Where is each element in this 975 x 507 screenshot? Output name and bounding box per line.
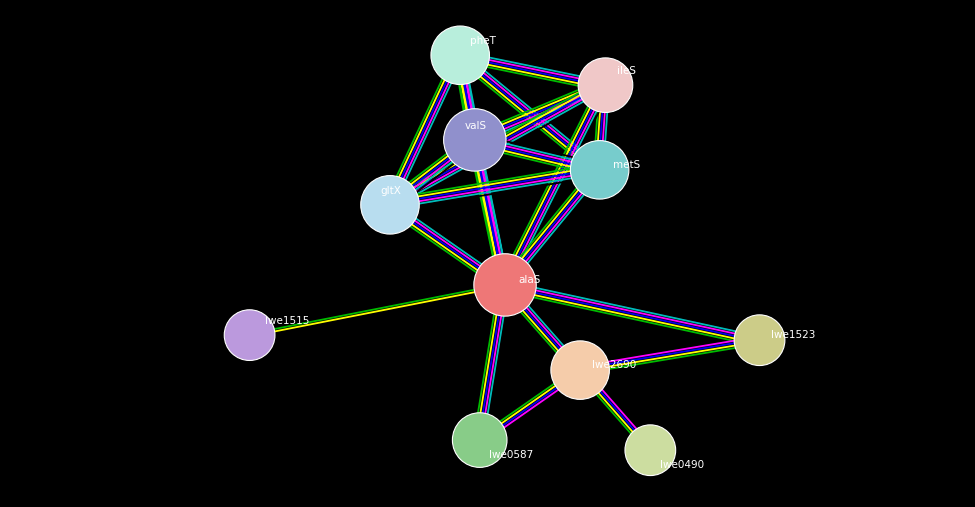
Circle shape — [734, 315, 785, 366]
Circle shape — [551, 341, 609, 400]
Circle shape — [361, 175, 419, 234]
Circle shape — [625, 425, 676, 476]
Text: valS: valS — [465, 121, 488, 131]
Circle shape — [224, 310, 275, 360]
Text: lwe1523: lwe1523 — [771, 330, 816, 340]
Circle shape — [570, 140, 629, 199]
Text: lwe1515: lwe1515 — [265, 316, 310, 326]
Text: lwe0587: lwe0587 — [489, 450, 533, 460]
Circle shape — [444, 108, 506, 171]
Text: metS: metS — [613, 160, 641, 170]
Text: pheT: pheT — [470, 36, 496, 46]
Circle shape — [474, 254, 536, 316]
Circle shape — [578, 58, 633, 113]
Circle shape — [431, 26, 489, 85]
Text: lwe0490: lwe0490 — [660, 460, 704, 470]
Text: alaS: alaS — [519, 275, 541, 285]
Text: ileS: ileS — [617, 66, 636, 76]
Circle shape — [452, 413, 507, 467]
Text: lwe2690: lwe2690 — [592, 360, 636, 370]
Text: gltX: gltX — [380, 186, 401, 196]
